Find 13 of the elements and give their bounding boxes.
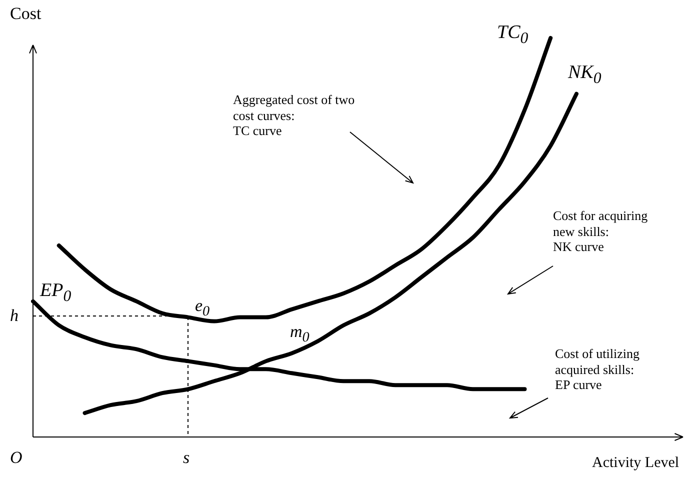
text: h xyxy=(10,306,18,326)
series-label: TC$_{0}$ xyxy=(497,22,528,48)
text: s xyxy=(183,448,190,468)
annotation: Cost for acquiring new skills: NK curve xyxy=(553,208,649,255)
annotation: Cost of utilizing acquired skills: EP curve xyxy=(555,346,640,393)
y-axis-title: Cost xyxy=(10,4,42,24)
series-label: EP$_{0}$ xyxy=(40,280,72,306)
annotation: m$_{0}$ xyxy=(290,322,310,346)
series-label: NK$_{0}$ xyxy=(568,62,602,88)
text: O xyxy=(10,448,22,468)
x-axis-title: Activity Level xyxy=(592,455,680,472)
annotation: e$_{0}$ xyxy=(195,296,210,320)
annotation: Aggregated cost of two cost curves: TC curve xyxy=(233,92,356,139)
